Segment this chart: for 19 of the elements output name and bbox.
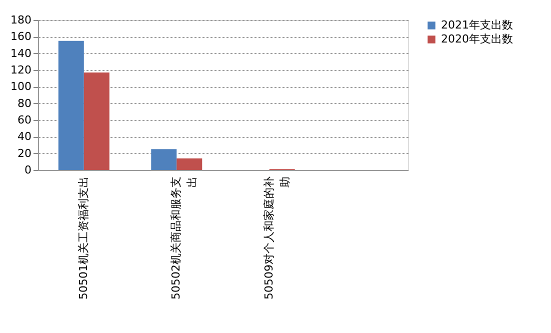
legend-label: 2021年支出数 [441,18,513,32]
y-tick-label: 40 [18,130,32,144]
y-tick-label: 160 [10,30,32,44]
x-tick-label: 50502机关商品和服务支出 [170,176,199,300]
y-tick-label: 120 [10,64,32,76]
bar [84,72,110,170]
y-tick-label: 100 [10,80,32,94]
x-tick-label: 50509对个人和家庭的补助 [262,176,292,300]
y-tick-label: 180 [10,14,32,26]
x-tick-label: 50501机关工资福利支出 [76,176,90,300]
y-tick-label: 20 [18,146,32,160]
bar [58,40,84,170]
legend-label: 2020年支出数 [441,32,513,46]
bar [151,149,177,170]
y-tick-label: 140 [10,46,32,60]
bar [176,158,202,170]
y-tick-label: 0 [24,164,32,176]
y-tick-label: 80 [18,96,32,110]
y-tick-label: 60 [18,114,32,126]
